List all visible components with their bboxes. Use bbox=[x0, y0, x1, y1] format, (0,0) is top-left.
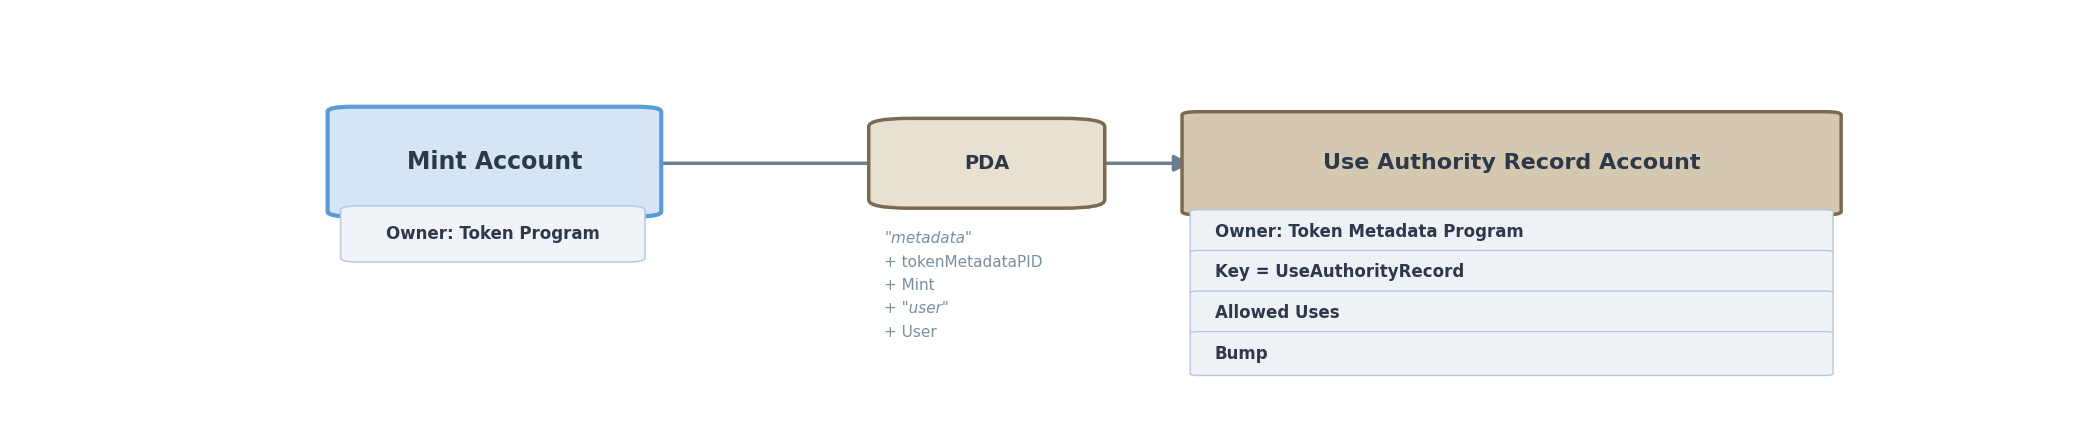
Text: Owner: Token Program: Owner: Token Program bbox=[386, 225, 601, 243]
FancyBboxPatch shape bbox=[1191, 332, 1833, 375]
Text: + "user": + "user" bbox=[884, 302, 949, 316]
FancyBboxPatch shape bbox=[869, 118, 1105, 208]
Text: Use Authority Record Account: Use Authority Record Account bbox=[1323, 153, 1701, 173]
FancyBboxPatch shape bbox=[1191, 291, 1833, 335]
Text: Key = UseAuthorityRecord: Key = UseAuthorityRecord bbox=[1214, 264, 1464, 281]
Text: + Mint: + Mint bbox=[884, 278, 935, 293]
FancyBboxPatch shape bbox=[340, 206, 645, 262]
FancyBboxPatch shape bbox=[328, 107, 662, 216]
Text: Mint Account: Mint Account bbox=[407, 149, 582, 174]
Text: "metadata": "metadata" bbox=[884, 232, 972, 247]
FancyBboxPatch shape bbox=[1182, 112, 1842, 215]
Text: + User: + User bbox=[884, 324, 937, 340]
FancyBboxPatch shape bbox=[1191, 251, 1833, 294]
Text: Bump: Bump bbox=[1214, 345, 1268, 362]
FancyBboxPatch shape bbox=[1191, 210, 1833, 254]
Text: PDA: PDA bbox=[964, 154, 1010, 173]
Text: Owner: Token Metadata Program: Owner: Token Metadata Program bbox=[1214, 223, 1522, 241]
Text: + tokenMetadataPID: + tokenMetadataPID bbox=[884, 255, 1044, 270]
Text: Allowed Uses: Allowed Uses bbox=[1214, 304, 1340, 322]
